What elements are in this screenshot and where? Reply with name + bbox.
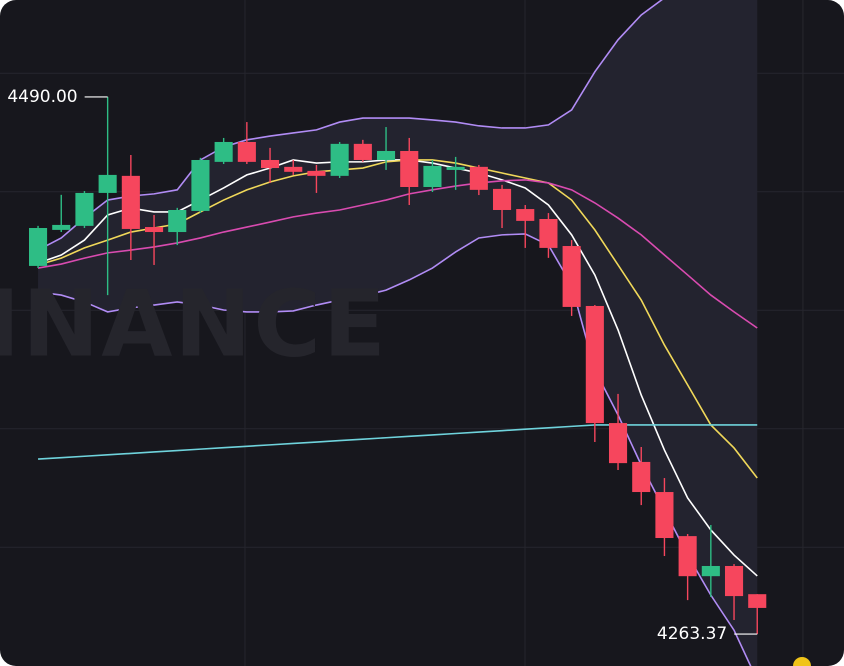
candle-body [376, 150, 396, 160]
price-marker-label: 4263.37 [657, 624, 727, 644]
candle-body [214, 141, 233, 162]
candle-body [678, 536, 697, 577]
candle-body [446, 166, 465, 170]
annotations: 4490.00 4263.37 [7, 87, 758, 644]
candle-body [539, 218, 558, 248]
candle-body [330, 143, 349, 176]
candle-body [144, 227, 164, 233]
candle-body [492, 188, 512, 210]
candle-body [469, 166, 488, 190]
ma-line [37, 159, 758, 577]
candle-body [237, 141, 256, 162]
band-upper [37, 0, 663, 251]
ma-line [37, 424, 758, 460]
candle-body [701, 565, 720, 577]
candle-body [28, 228, 48, 266]
ma-line [37, 179, 758, 329]
indicator-dot [793, 657, 811, 666]
candle-body [260, 159, 280, 169]
candle-body [748, 594, 767, 608]
candle-body [562, 246, 581, 307]
candle-body [121, 175, 140, 229]
candle-body [307, 170, 326, 176]
band-lower [37, 233, 752, 666]
candle-body [423, 165, 442, 188]
candle-body [75, 192, 94, 226]
candle-body [655, 492, 674, 539]
candle-body [516, 209, 535, 221]
candle-body [724, 565, 744, 597]
candle-body [608, 423, 628, 464]
candle-body [353, 143, 372, 160]
candle-body [52, 224, 71, 230]
watermark: INANCE [0, 270, 388, 377]
candle-body [168, 209, 187, 233]
candle-body [632, 461, 651, 493]
candle-body [98, 174, 117, 193]
candle-body [585, 305, 604, 424]
candle-body [400, 150, 419, 188]
price-marker-label: 4490.00 [7, 87, 77, 107]
candle-body [191, 159, 210, 211]
candles [28, 96, 767, 635]
candle-body [284, 166, 303, 172]
band-fill [38, 0, 758, 666]
bollinger-band [37, 0, 758, 666]
